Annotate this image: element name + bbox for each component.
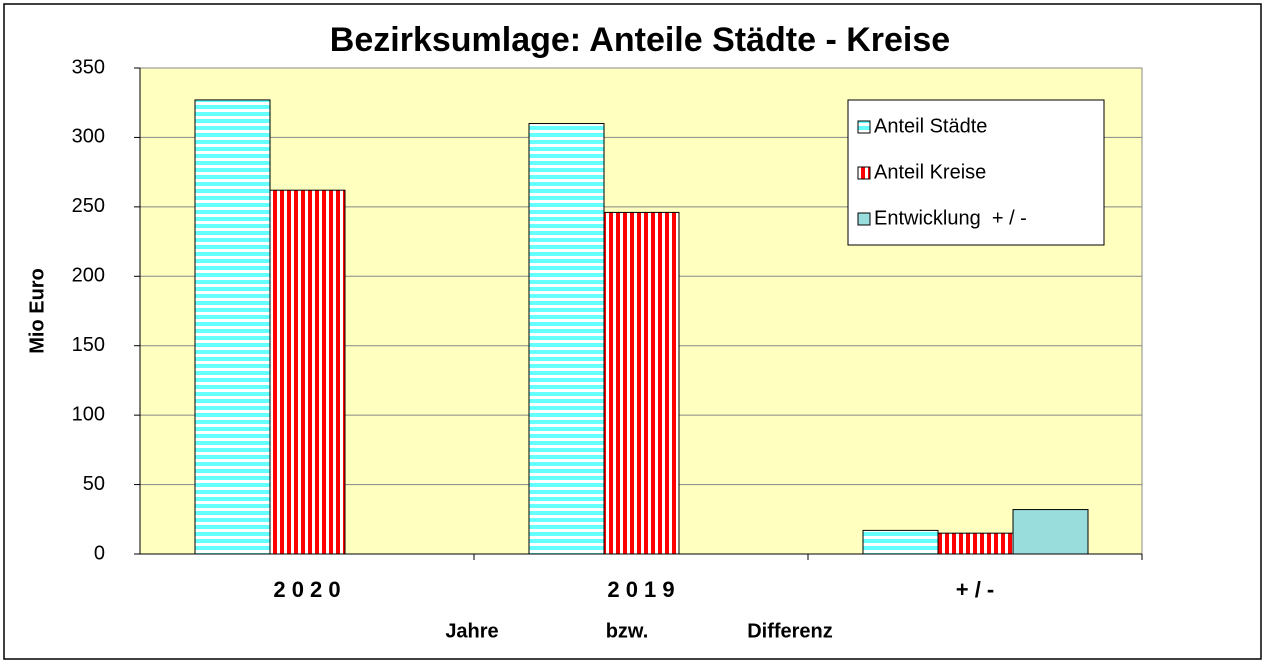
bar xyxy=(528,123,605,555)
chart-title: Bezirksumlage: Anteile Städte - Kreise xyxy=(330,21,950,59)
legend-label: Anteil Städte xyxy=(874,115,987,137)
y-tick-label: 150 xyxy=(72,334,105,356)
bar xyxy=(194,99,271,555)
bar xyxy=(603,211,680,555)
y-tick-label: 300 xyxy=(72,126,105,148)
y-tick-label: 100 xyxy=(72,403,105,425)
bar xyxy=(937,532,1014,555)
y-tick-label: 350 xyxy=(72,56,105,78)
bar xyxy=(269,189,346,555)
y-tick-label: 200 xyxy=(72,265,105,287)
x-tick-label: 2 0 2 0 xyxy=(273,577,340,602)
x-axis-label: Differenz xyxy=(747,620,833,642)
legend-swatch xyxy=(857,212,871,226)
y-tick-label: 50 xyxy=(83,473,105,495)
bar xyxy=(1012,509,1089,555)
bar xyxy=(862,529,939,555)
legend-label: Anteil Kreise xyxy=(874,161,986,183)
y-axis-label: Mio Euro xyxy=(26,268,48,354)
x-tick-label: + / - xyxy=(956,577,995,602)
y-tick-label: 250 xyxy=(72,195,105,217)
legend-swatch xyxy=(857,120,871,134)
legend-swatch xyxy=(857,166,871,180)
x-tick-label: 2 0 1 9 xyxy=(607,577,674,602)
x-axis-label: bzw. xyxy=(606,620,649,642)
legend xyxy=(847,99,1105,246)
x-axis-label: Jahre xyxy=(445,620,498,642)
legend-label: Entwicklung + / - xyxy=(874,207,1027,229)
y-tick-label: 0 xyxy=(94,542,105,564)
